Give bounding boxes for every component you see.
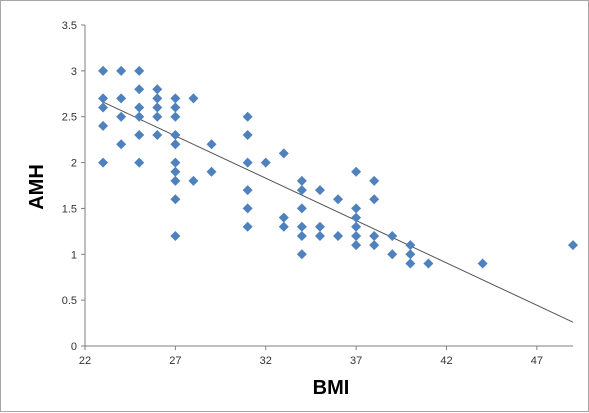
data-point (152, 130, 163, 141)
trendline-group (102, 101, 574, 323)
data-point (296, 185, 307, 196)
data-point (170, 157, 181, 168)
data-point (170, 139, 181, 150)
data-point (351, 221, 362, 232)
data-point (170, 93, 181, 104)
y-tick-label: 3.5 (62, 20, 77, 32)
data-point (405, 249, 416, 260)
data-point (206, 166, 217, 177)
data-point (314, 221, 325, 232)
data-point (152, 111, 163, 122)
data-point (369, 194, 380, 205)
data-point (423, 258, 434, 269)
data-point (242, 111, 253, 122)
data-point (188, 175, 199, 186)
data-point (170, 130, 181, 141)
data-point (405, 258, 416, 269)
axes (84, 25, 573, 347)
data-point (296, 249, 307, 260)
data-point (333, 230, 344, 241)
data-point (351, 240, 362, 251)
data-point (296, 203, 307, 214)
tick-labels: 0 0.5 1 1.5 2 2.5 3 3.5 22 27 32 37 42 47 (62, 20, 543, 367)
data-point (116, 93, 127, 104)
data-point (170, 194, 181, 205)
data-point (170, 230, 181, 241)
data-point (260, 157, 271, 168)
data-point (242, 157, 253, 168)
data-point (351, 203, 362, 214)
y-tick-label: 0.5 (62, 295, 77, 307)
data-point (98, 93, 109, 104)
data-point (170, 111, 181, 122)
data-point (116, 65, 127, 76)
data-point (98, 65, 109, 76)
data-point (116, 111, 127, 122)
data-point (314, 185, 325, 196)
data-point (134, 157, 145, 168)
data-point (278, 148, 289, 159)
data-point (351, 230, 362, 241)
data-point (405, 240, 416, 251)
data-point (242, 130, 253, 141)
data-point (242, 185, 253, 196)
y-tick-label: 2.5 (62, 112, 77, 124)
data-point (134, 111, 145, 122)
x-tick-label: 27 (169, 355, 181, 367)
data-point (296, 230, 307, 241)
data-point (170, 166, 181, 177)
data-point (351, 166, 362, 177)
data-point (387, 230, 398, 241)
data-point (98, 157, 109, 168)
data-point (242, 203, 253, 214)
data-point (369, 230, 380, 241)
data-point (152, 102, 163, 113)
x-tick-label: 22 (79, 355, 91, 367)
data-point (387, 249, 398, 260)
data-point (296, 175, 307, 186)
y-tick-label: 2 (71, 158, 77, 170)
data-point (98, 102, 109, 113)
data-point (134, 102, 145, 113)
x-tick-label: 32 (260, 355, 272, 367)
x-tick-label: 42 (440, 355, 452, 367)
data-point (477, 258, 488, 269)
data-point (170, 102, 181, 113)
data-point (242, 221, 253, 232)
data-point (134, 84, 145, 95)
data-point (278, 221, 289, 232)
data-point (170, 175, 181, 186)
y-tick-label: 0 (71, 341, 77, 353)
data-point (152, 93, 163, 104)
data-point (369, 240, 380, 251)
data-point (134, 130, 145, 141)
data-point (98, 120, 109, 131)
data-point (333, 194, 344, 205)
y-axis-title: AMH (26, 164, 48, 210)
y-tick-label: 1 (71, 249, 77, 261)
data-point (116, 139, 127, 150)
data-point (369, 175, 380, 186)
data-point (152, 84, 163, 95)
data-point (188, 93, 199, 104)
data-point (351, 212, 362, 223)
data-point (134, 65, 145, 76)
data-point (314, 230, 325, 241)
data-point (296, 221, 307, 232)
data-points (98, 65, 578, 269)
data-point (206, 139, 217, 150)
x-tick-label: 47 (531, 355, 543, 367)
y-tick-label: 3 (71, 66, 77, 78)
y-tick-label: 1.5 (62, 203, 77, 215)
data-point (568, 240, 578, 251)
x-tick-label: 37 (350, 355, 362, 367)
trendline (102, 101, 574, 323)
x-axis-title: BMI (313, 377, 350, 399)
data-point (278, 212, 289, 223)
